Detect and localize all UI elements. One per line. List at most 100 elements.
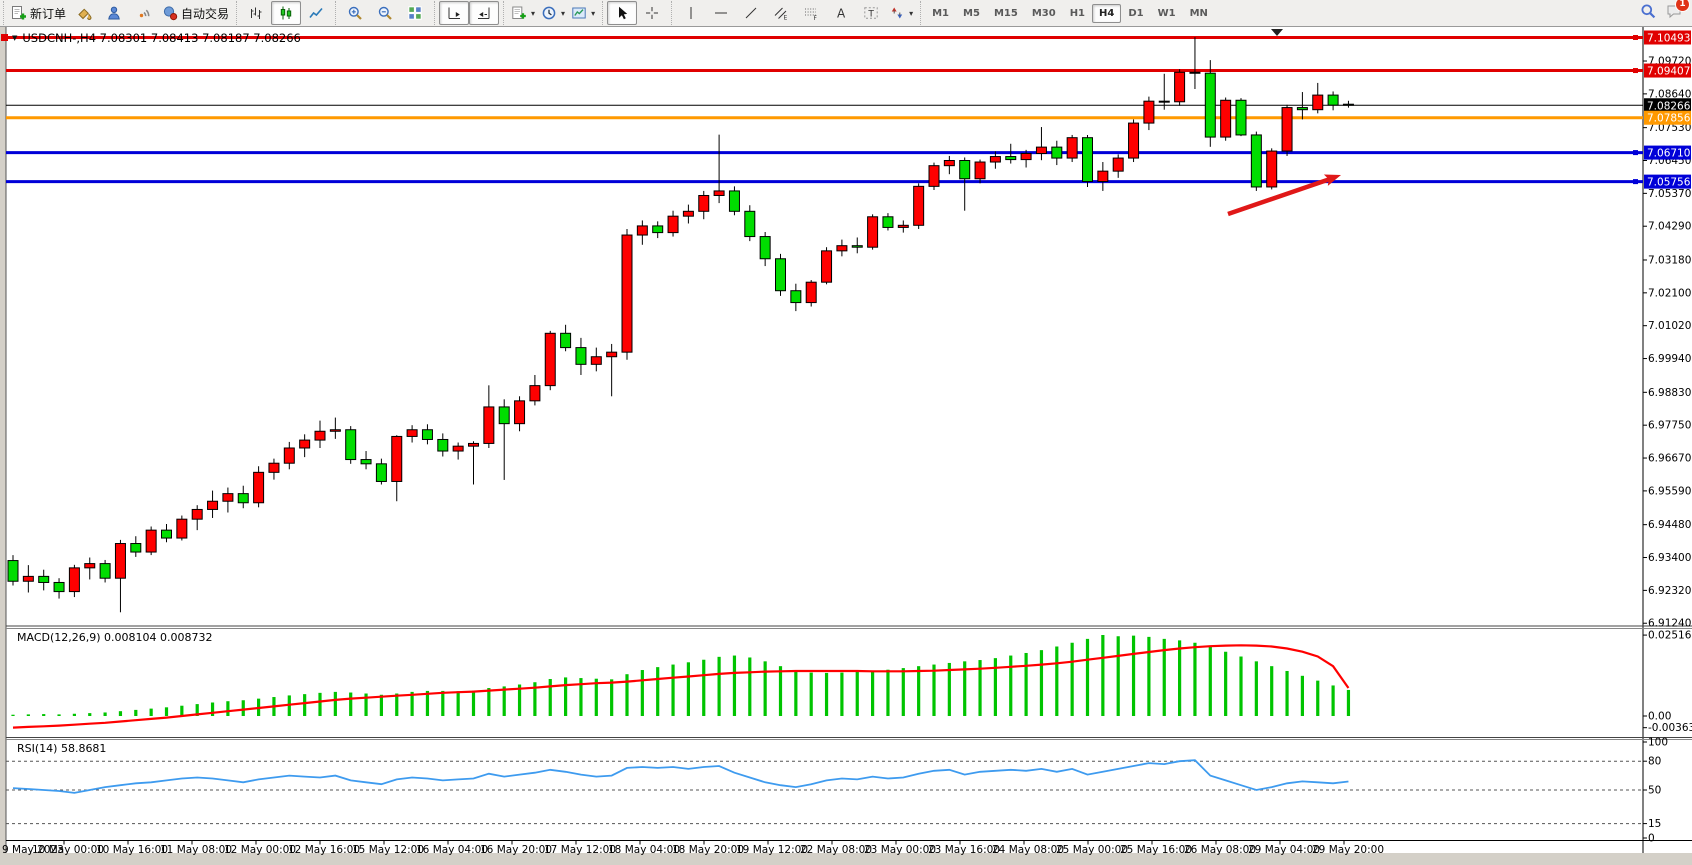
profile-button[interactable] (99, 1, 129, 25)
templates-button[interactable]: ▾ (568, 1, 598, 25)
svg-text:6.94480: 6.94480 (1648, 519, 1691, 531)
candle (1296, 107, 1308, 111)
candle (1158, 100, 1170, 103)
cursor-button[interactable] (607, 1, 638, 25)
arrow-annotation[interactable] (1227, 169, 1343, 217)
line-handle[interactable] (1633, 68, 1638, 74)
timeframe-mn[interactable]: MN (1189, 7, 1208, 19)
svg-text:0.00: 0.00 (1648, 711, 1671, 723)
horizontal-line-button[interactable] (706, 1, 736, 25)
zoom-out-button[interactable] (370, 1, 400, 25)
bar-chart-button[interactable] (241, 1, 271, 25)
line-handle[interactable] (1633, 35, 1638, 40)
chevron-down-icon: ▾ (561, 8, 566, 18)
svg-text:7.05756: 7.05756 (1647, 177, 1691, 189)
autotrading-button[interactable]: 自动交易 (159, 1, 232, 25)
text-label-button[interactable]: T (856, 1, 886, 25)
candle (7, 560, 19, 582)
svg-text:7.04290: 7.04290 (1648, 221, 1691, 233)
line-chart-button[interactable] (301, 1, 331, 25)
timeframe-m15[interactable]: M15 (993, 7, 1018, 19)
chart-title-expand-icon[interactable]: ▼ (12, 34, 18, 42)
candle (498, 406, 510, 425)
svg-text:7.07856: 7.07856 (1647, 113, 1691, 125)
svg-text:7.01020: 7.01020 (1648, 320, 1691, 332)
line-handle[interactable] (1633, 179, 1638, 185)
crosshair-button[interactable] (637, 1, 667, 25)
line-handle[interactable] (1, 34, 8, 41)
candles-layer (7, 37, 1354, 613)
svg-text:6.91240: 6.91240 (1648, 618, 1691, 630)
candle (1035, 146, 1047, 155)
svg-text:7.09407: 7.09407 (1647, 66, 1690, 78)
candle (728, 190, 740, 212)
new-order-button[interactable]: 新订单 (8, 1, 69, 25)
arrows-button[interactable]: ▾ (886, 1, 916, 25)
price-axis[interactable]: 7.097207.086407.075307.064507.053707.042… (1643, 30, 1692, 845)
chevron-down-icon: ▾ (591, 8, 596, 18)
timeframe-h4[interactable]: H4 (1092, 3, 1122, 23)
horizontal-level-lines[interactable] (1, 34, 1643, 185)
svg-text:7.06710: 7.06710 (1647, 148, 1690, 160)
svg-text:0: 0 (1648, 833, 1655, 845)
auto-scroll-button[interactable] (439, 1, 470, 25)
vertical-line-button[interactable] (676, 1, 706, 25)
styler-button[interactable] (69, 1, 99, 25)
svg-text:22 May 08:00: 22 May 08:00 (800, 844, 872, 856)
candle (1189, 71, 1201, 74)
signals-button[interactable] (129, 1, 159, 25)
candle (84, 563, 96, 569)
notifications-button[interactable]: 1 (1666, 0, 1690, 23)
chart-shift-button[interactable] (469, 1, 500, 25)
toolbar: 新订单 自动交易 ▾ ▾ ▾ E F A T ▾ M1 M5 M15 M30 H1 H4 D1 W1 MN 1 (0, 0, 1692, 27)
svg-text:29 May 04:00: 29 May 04:00 (1248, 844, 1320, 856)
candle (529, 385, 541, 402)
candle (421, 429, 433, 440)
svg-text:7.03180: 7.03180 (1648, 254, 1691, 266)
svg-text:0.025163: 0.025163 (1648, 630, 1692, 642)
candle (483, 406, 495, 444)
macd-pane[interactable] (11, 634, 1351, 729)
candle (1250, 134, 1262, 188)
price-badge (1644, 30, 1691, 45)
equidistant-channel-button[interactable]: E (766, 1, 796, 25)
zoom-in-button[interactable] (340, 1, 370, 25)
chart-shift-marker[interactable] (1271, 29, 1283, 36)
svg-text:6.96670: 6.96670 (1648, 453, 1691, 465)
autotrading-button-label: 自动交易 (181, 6, 230, 21)
svg-text:-0.003635: -0.003635 (1648, 722, 1692, 734)
svg-text:6.97750: 6.97750 (1648, 420, 1691, 432)
timeframe-h1[interactable]: H1 (1069, 7, 1086, 19)
rsi-pane[interactable] (6, 759, 1643, 825)
svg-text:7.10493: 7.10493 (1647, 33, 1690, 45)
candle (959, 159, 971, 180)
text-button[interactable]: A (826, 1, 856, 25)
timeframe-d1[interactable]: D1 (1128, 7, 1144, 19)
timeframe-w1[interactable]: W1 (1157, 7, 1176, 19)
notification-badge: 1 (1675, 0, 1690, 12)
line-handle[interactable] (1633, 150, 1638, 156)
timeframe-m1[interactable]: M1 (932, 7, 950, 19)
svg-text:18 May 04:00: 18 May 04:00 (608, 844, 680, 856)
candle (452, 445, 464, 452)
timeframe-m30[interactable]: M30 (1031, 7, 1056, 19)
fibonacci-button[interactable]: F (796, 1, 826, 25)
tile-windows-button[interactable] (400, 1, 430, 25)
indicators-button[interactable]: ▾ (508, 1, 538, 25)
candle (606, 351, 618, 358)
search-icon[interactable] (1640, 3, 1656, 23)
svg-text:7.08640: 7.08640 (1648, 88, 1691, 100)
hline-icon (713, 5, 729, 21)
candle (974, 161, 986, 180)
trendline-button[interactable] (736, 1, 766, 25)
candle (437, 438, 449, 452)
candle (1174, 71, 1186, 103)
candle (391, 435, 403, 482)
periods-button[interactable]: ▾ (538, 1, 568, 25)
candle (867, 216, 879, 248)
timeframe-m5[interactable]: M5 (963, 7, 980, 19)
candle (636, 225, 648, 236)
candlestick-button[interactable] (271, 1, 302, 25)
